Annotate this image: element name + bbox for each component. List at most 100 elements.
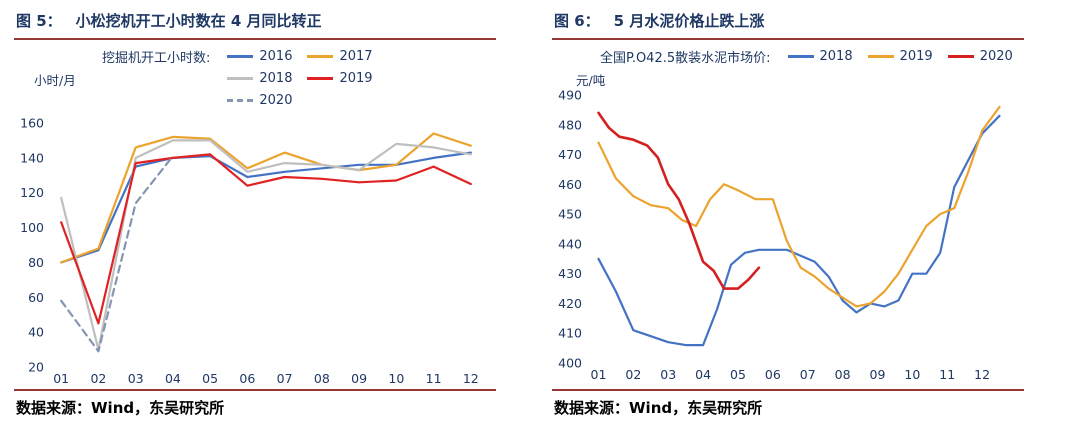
figure-5-source-rule: [14, 389, 496, 391]
x-tick-label: 02: [90, 371, 106, 386]
x-tick-label: 05: [730, 367, 746, 382]
x-tick-label: 12: [463, 371, 479, 386]
legend-line-sample-2016: [227, 55, 254, 58]
figure-5-panel: 图 5： 小松挖机开工小时数在 4 月同比转正 小时/月 挖掘机开工小时数: 201…: [14, 6, 496, 420]
legend-label-2019: 2019: [899, 49, 933, 64]
legend-line-sample-2019: [307, 77, 334, 80]
legend-line-sample-2019: [867, 55, 894, 58]
cement-chart-y-axis-label: 元/吨: [576, 73, 606, 88]
x-tick-label: 08: [835, 367, 851, 382]
x-tick-label: 07: [800, 367, 816, 382]
y-tick-label: 60: [28, 290, 44, 305]
x-tick-label: 12: [974, 367, 990, 382]
series-line-2018: [60, 139, 472, 351]
legend-entry-2018: 2018: [227, 71, 292, 86]
legend-entry-2019: 2019: [867, 49, 933, 64]
x-tick-label: 08: [314, 371, 330, 386]
legend-line-sample-2020: [947, 55, 974, 58]
legend-entry-2018: 2018: [787, 49, 853, 64]
excavator-hours-line-chart: 20 40 60 80 100 120 140 160 01 02 03 04 05 06 07 08 09 10…: [20, 116, 479, 387]
figure-5-data-source: 数据来源：Wind，东吴研究所: [16, 399, 225, 417]
series-line-2020: [60, 154, 174, 353]
x-tick-label: 09: [351, 371, 367, 386]
x-tick-label: 10: [904, 367, 920, 382]
excavator-chart-y-axis-label: 小时/月: [34, 73, 76, 88]
x-tick-label: 01: [591, 367, 607, 382]
legend-entry-2020: 2020: [227, 93, 292, 108]
y-tick-label: 80: [28, 255, 44, 270]
figure-5-title: 图 5： 小松挖机开工小时数在 4 月同比转正: [14, 6, 496, 38]
legend-line-sample-2018: [787, 55, 814, 58]
y-tick-label: 20: [28, 360, 44, 375]
legend-label-2020: 2020: [259, 93, 293, 108]
figure-5-title-rule: [14, 38, 496, 40]
y-tick-label: 480: [558, 117, 582, 132]
y-tick-label: 140: [20, 150, 44, 165]
y-tick-label: 440: [558, 236, 582, 251]
figure-6-source-block: 数据来源：Wind，东吴研究所: [552, 389, 1024, 420]
legend-label-2019: 2019: [339, 71, 373, 86]
x-tick-label: 07: [277, 371, 293, 386]
y-tick-label: 120: [20, 185, 44, 200]
x-tick-label: 11: [426, 371, 442, 386]
x-tick-label: 05: [202, 371, 218, 386]
legend-label-2017: 2017: [339, 49, 373, 64]
series-line-2020: [597, 111, 761, 290]
legend-entry-2020: 2020: [947, 49, 1013, 64]
excavator-hours-chart-area: 小时/月 挖掘机开工小时数:20162017挖掘机开工小时数:20182019挖…: [14, 46, 496, 386]
figure-6-panel: 图 6： 5 月水泥价格止跌上涨 元/吨 全国P.O42.5散装水泥市场价: 201…: [540, 0, 1080, 424]
figure-5-label: 图 5：: [16, 12, 62, 30]
legend-entry-2016: 2016: [227, 49, 292, 64]
series-line-2019: [597, 105, 1001, 308]
legend-line-sample-2018: [227, 77, 254, 80]
legend-entry-2019: 2019: [307, 71, 373, 86]
legend-label-2016: 2016: [259, 49, 293, 64]
cement-price-line-chart: 400 410 420 430 440 450 460 470 480 490 01 02 03 04 05…: [558, 88, 1001, 382]
x-tick-label: 03: [660, 367, 676, 382]
legend-row: 挖掘机开工小时数: 2016 2017: [102, 46, 496, 67]
y-tick-label: 400: [558, 356, 582, 371]
y-tick-label: 100: [20, 220, 44, 235]
legend-label-2020: 2020: [979, 49, 1013, 64]
figure-6-title-text: 5 月水泥价格止跌上涨: [613, 12, 765, 30]
legend-row: 全国P.O42.5散装水泥市场价: 2018 2019 2020: [600, 46, 1024, 67]
y-tick-label: 420: [558, 296, 582, 311]
legend-entry-2017: 2017: [307, 49, 373, 64]
cement-price-chart-area: 元/吨 全国P.O42.5散装水泥市场价: 2018 2019 2020 400 410…: [552, 46, 1024, 386]
x-tick-label: 09: [870, 367, 886, 382]
cement-chart-legend: 全国P.O42.5散装水泥市场价: 2018 2019 2020: [600, 46, 1024, 67]
x-tick-label: 04: [695, 367, 711, 382]
x-tick-label: 11: [939, 367, 955, 382]
legend-label-2018: 2018: [819, 49, 853, 64]
x-tick-label: 02: [625, 367, 641, 382]
y-tick-label: 470: [558, 147, 582, 162]
figure-6-title: 图 6： 5 月水泥价格止跌上涨: [552, 6, 1024, 38]
y-tick-label: 450: [558, 207, 582, 222]
figure-6-label: 图 6：: [554, 12, 600, 30]
legend-label-2018: 2018: [259, 71, 293, 86]
x-tick-label: 04: [165, 371, 181, 386]
figure-5-source-block: 数据来源：Wind，东吴研究所: [14, 389, 496, 420]
y-tick-label: 160: [20, 116, 44, 131]
y-tick-label: 40: [28, 325, 44, 340]
legend-title: 全国P.O42.5散装水泥市场价:: [600, 51, 771, 66]
legend-title: 挖掘机开工小时数:: [102, 51, 211, 66]
series-line-2019: [60, 153, 472, 325]
figure-6-source-rule: [552, 389, 1024, 391]
figure-5-title-text: 小松挖机开工小时数在 4 月同比转正: [75, 12, 322, 30]
series-line-2016: [60, 151, 472, 264]
series-line-2018: [597, 114, 1001, 347]
y-tick-label: 410: [558, 326, 582, 341]
figure-6-data-source: 数据来源：Wind，东吴研究所: [554, 399, 763, 417]
x-tick-label: 06: [765, 367, 781, 382]
excavator-chart-legend: 挖掘机开工小时数: 2016 2017挖掘机开工小时数: 2018 2019 挖掘机开工小…: [102, 46, 496, 111]
x-tick-label: 10: [388, 371, 404, 386]
y-tick-label: 490: [558, 88, 582, 103]
series-line-2017: [60, 132, 472, 264]
legend-row: 挖掘机开工小时数:2020: [102, 90, 496, 111]
figure-6-title-rule: [552, 38, 1024, 40]
legend-line-sample-2017: [307, 55, 334, 58]
x-tick-label: 01: [53, 371, 69, 386]
